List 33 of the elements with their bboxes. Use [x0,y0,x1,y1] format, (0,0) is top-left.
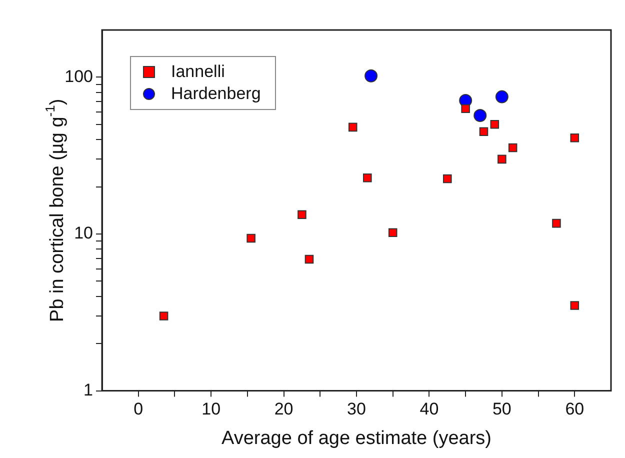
legend-label: Iannelli [171,62,225,82]
point [508,143,518,152]
point [570,134,580,142]
y-tick-label: 10 [74,224,93,243]
y-axis-title: Pb in cortical bone (µg g-1) [42,98,68,322]
point [304,254,314,264]
point [479,127,488,136]
point [498,154,506,164]
x-tick-label: 10 [202,400,221,419]
point [246,234,256,243]
x-tick-label: 60 [565,400,584,419]
x-tick-label: 40 [420,400,439,419]
x-axis-title: Average of age estimate (years) [221,428,492,449]
x-tick-label: 0 [134,400,144,419]
x-tick-label: 20 [274,400,294,419]
legend-label: Hardenberg [171,84,261,104]
x-tick-label: 50 [492,400,512,419]
point [495,90,508,104]
point [552,218,561,228]
point [159,312,168,320]
y-tick-label: 100 [64,66,93,86]
point [348,122,358,132]
point [363,173,372,182]
point [474,108,487,122]
point [570,301,580,310]
point [490,120,500,129]
point [364,69,378,82]
point [461,104,470,114]
point [298,210,306,219]
point [443,174,452,184]
x-tick-label: 30 [347,400,366,419]
y-tick-label: 1 [84,380,93,400]
point [388,228,398,238]
